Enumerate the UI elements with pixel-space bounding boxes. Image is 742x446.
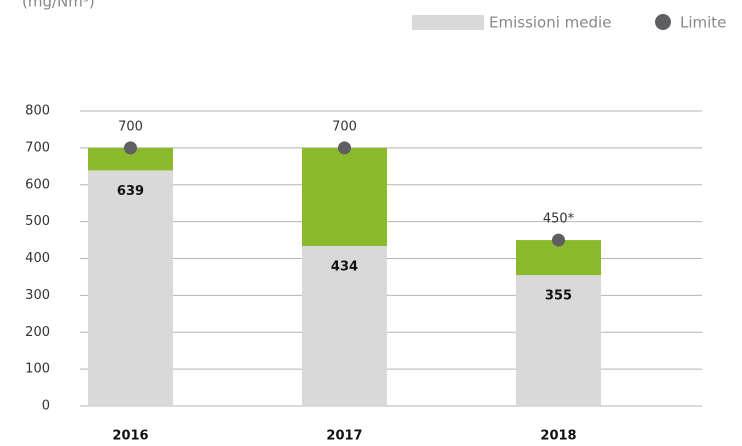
legend-swatch — [655, 14, 671, 30]
x-tick-label: 2017 — [326, 429, 362, 444]
y-tick-label: 300 — [25, 288, 50, 303]
limit-label: 700 — [118, 119, 143, 134]
y-tick-label: 700 — [25, 140, 50, 155]
limit-dot — [338, 141, 351, 155]
unit-label: (mg/Nm³) — [22, 0, 95, 11]
y-tick-label: 200 — [25, 325, 50, 340]
limit-dot — [552, 233, 565, 247]
y-tick-label: 500 — [25, 214, 50, 229]
y-tick-label: 800 — [25, 104, 50, 119]
limit-dot — [124, 141, 137, 155]
legend-label: Emissioni medie — [489, 14, 611, 32]
average-label: 434 — [331, 259, 358, 274]
average-bar — [302, 245, 387, 406]
x-tick-label: 2016 — [112, 429, 148, 444]
y-tick-label: 600 — [25, 177, 50, 192]
average-bar — [88, 170, 173, 406]
y-tick-label: 0 — [42, 399, 50, 414]
limit-label: 450* — [543, 212, 575, 227]
x-tick-label: 2018 — [540, 429, 576, 444]
average-label: 355 — [545, 289, 572, 304]
legend-label: Limite — [680, 14, 726, 32]
limit-label: 700 — [332, 119, 357, 134]
y-tick-label: 100 — [25, 362, 50, 377]
legend-swatch — [412, 15, 484, 30]
average-label: 639 — [117, 184, 144, 199]
y-tick-label: 400 — [25, 251, 50, 266]
average-bar — [516, 275, 601, 406]
